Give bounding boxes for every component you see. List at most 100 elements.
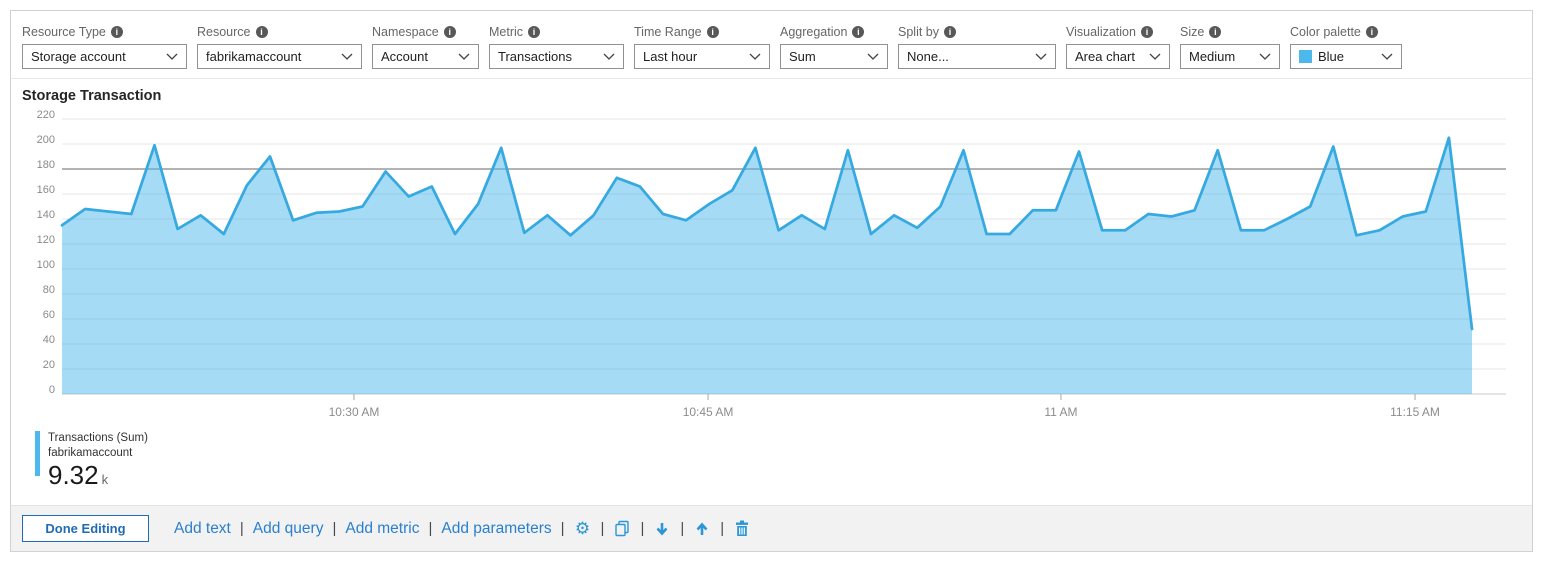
- area-chart-svg: 0 20 40 60 80 100 120 140 160 180 200 220 10:30 AM 10…: [37, 109, 1506, 419]
- control-namespace: Namespace Account: [372, 23, 479, 69]
- info-icon[interactable]: [1209, 25, 1222, 38]
- legend-series-name: Transactions (Sum): [48, 432, 148, 444]
- chart-legend[interactable]: Transactions (Sum) fabrikamaccount 9.32 …: [35, 431, 1532, 488]
- control-label: Color palette: [1290, 24, 1361, 39]
- chart-title: Storage Transaction: [22, 88, 162, 104]
- svg-text:11:15 AM: 11:15 AM: [1390, 405, 1440, 419]
- dropdown-value: Sum: [789, 49, 816, 64]
- chevron-down-icon: [1259, 53, 1271, 60]
- info-icon[interactable]: [1365, 25, 1378, 38]
- control-time-range: Time Range Last hour: [634, 23, 770, 69]
- svg-text:180: 180: [37, 159, 55, 171]
- control-metric: Metric Transactions: [489, 23, 624, 69]
- dropdown-value: Last hour: [643, 49, 698, 64]
- add-metric-link[interactable]: Add metric: [345, 519, 420, 537]
- edit-toolbar: Done Editing Add text | Add query | Add …: [11, 505, 1532, 551]
- chevron-down-icon: [603, 53, 615, 60]
- dropdown-value: Blue: [1318, 49, 1345, 64]
- arrow-up-icon[interactable]: [693, 520, 711, 538]
- svg-text:140: 140: [37, 209, 55, 221]
- gear-icon[interactable]: ⚙: [574, 518, 591, 539]
- add-parameters-link[interactable]: Add parameters: [441, 519, 552, 537]
- info-icon[interactable]: [1140, 25, 1153, 38]
- svg-text:20: 20: [43, 359, 55, 371]
- svg-text:11 AM: 11 AM: [1044, 405, 1077, 419]
- chevron-down-icon: [458, 53, 470, 60]
- control-split-by: Split by None...: [898, 23, 1056, 69]
- svg-text:40: 40: [43, 334, 55, 346]
- separator: |: [640, 520, 645, 537]
- separator: |: [428, 520, 433, 537]
- chart-controls-row: Resource Type Storage account Resource f…: [11, 11, 1532, 79]
- control-visualization: Visualization Area chart: [1066, 23, 1170, 69]
- info-icon[interactable]: [528, 25, 541, 38]
- chevron-down-icon: [1381, 53, 1393, 60]
- metric-chart-card: Resource Type Storage account Resource f…: [10, 10, 1533, 552]
- svg-text:10:45 AM: 10:45 AM: [683, 405, 734, 419]
- chevron-down-icon: [1035, 53, 1047, 60]
- info-icon[interactable]: [706, 25, 719, 38]
- add-query-link[interactable]: Add query: [252, 519, 324, 537]
- control-label: Namespace: [372, 24, 439, 39]
- legend-resource-name: fabrikamaccount: [48, 446, 133, 459]
- done-editing-button[interactable]: Done Editing: [22, 515, 149, 542]
- chevron-down-icon: [1149, 53, 1161, 60]
- color-palette-dropdown[interactable]: Blue: [1290, 44, 1402, 69]
- info-icon[interactable]: [110, 25, 123, 38]
- copy-icon[interactable]: [613, 520, 631, 538]
- svg-text:120: 120: [37, 234, 55, 246]
- svg-text:100: 100: [37, 259, 55, 271]
- control-size: Size Medium: [1180, 23, 1280, 69]
- dropdown-value: Transactions: [498, 49, 572, 64]
- arrow-down-icon[interactable]: [653, 520, 671, 538]
- legend-total-value: 9.32: [48, 459, 99, 490]
- control-label: Resource: [197, 24, 251, 39]
- trash-icon[interactable]: [733, 520, 751, 538]
- control-label: Visualization: [1066, 24, 1136, 39]
- resource-type-dropdown[interactable]: Storage account: [22, 44, 187, 69]
- chevron-down-icon: [749, 53, 761, 60]
- info-icon[interactable]: [944, 25, 956, 38]
- info-icon[interactable]: [443, 25, 456, 38]
- control-resource-type: Resource Type Storage account: [22, 23, 187, 69]
- dropdown-value: Area chart: [1075, 49, 1135, 64]
- control-label: Split by: [898, 24, 939, 39]
- separator: |: [720, 520, 725, 537]
- info-icon[interactable]: [255, 25, 268, 38]
- svg-text:200: 200: [37, 134, 55, 146]
- dropdown-value: fabrikamaccount: [206, 49, 302, 64]
- legend-total-unit: k: [101, 471, 109, 487]
- dropdown-value: None...: [907, 49, 949, 64]
- area-chart: 0 20 40 60 80 100 120 140 160 180 200 220 10:30 AM 10…: [11, 109, 1532, 429]
- chevron-down-icon: [166, 53, 178, 60]
- namespace-dropdown[interactable]: Account: [372, 44, 479, 69]
- control-resource: Resource fabrikamaccount: [197, 23, 362, 69]
- separator: |: [680, 520, 685, 537]
- control-label: Metric: [489, 24, 524, 39]
- metric-dropdown[interactable]: Transactions: [489, 44, 624, 69]
- svg-text:60: 60: [43, 309, 55, 321]
- chevron-down-icon: [867, 53, 879, 60]
- control-label: Time Range: [634, 24, 702, 39]
- control-color-palette: Color palette Blue: [1290, 23, 1402, 69]
- info-icon[interactable]: [852, 25, 865, 38]
- legend-color-bar: [35, 431, 40, 476]
- visualization-dropdown[interactable]: Area chart: [1066, 44, 1170, 69]
- chevron-down-icon: [341, 53, 353, 60]
- separator: |: [239, 520, 244, 537]
- svg-text:10:30 AM: 10:30 AM: [329, 405, 380, 419]
- separator: |: [600, 520, 605, 537]
- time-range-dropdown[interactable]: Last hour: [634, 44, 770, 69]
- control-label: Resource Type: [22, 24, 106, 39]
- palette-swatch: [1299, 50, 1312, 63]
- aggregation-dropdown[interactable]: Sum: [780, 44, 888, 69]
- control-aggregation: Aggregation Sum: [780, 23, 888, 69]
- control-label: Aggregation: [780, 24, 848, 39]
- svg-text:160: 160: [37, 184, 55, 196]
- resource-dropdown[interactable]: fabrikamaccount: [197, 44, 362, 69]
- svg-text:80: 80: [43, 284, 55, 296]
- add-text-link[interactable]: Add text: [174, 519, 231, 537]
- split-by-dropdown[interactable]: None...: [898, 44, 1056, 69]
- separator: |: [560, 520, 565, 537]
- size-dropdown[interactable]: Medium: [1180, 44, 1280, 69]
